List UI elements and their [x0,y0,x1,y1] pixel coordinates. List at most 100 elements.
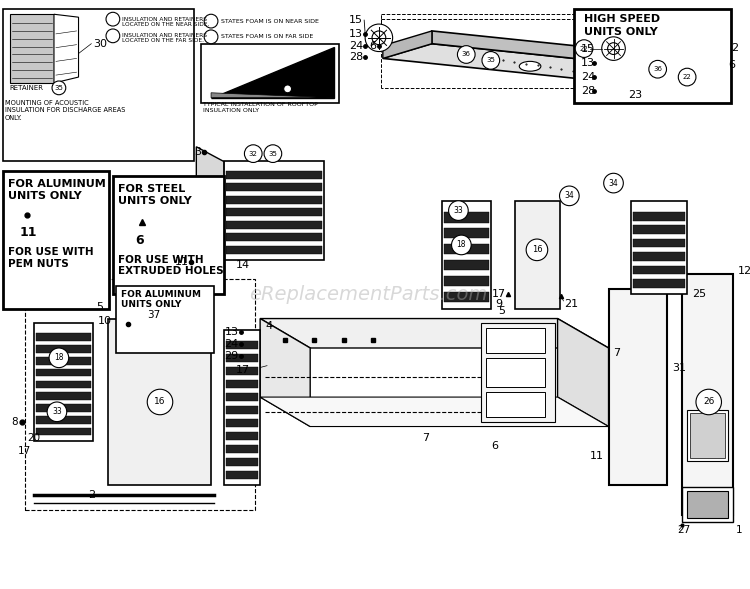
Circle shape [204,30,218,44]
Text: UNITS ONLY: UNITS ONLY [121,300,181,309]
Polygon shape [260,397,608,426]
Bar [25,279,255,510]
Bar [486,328,544,353]
Text: 15: 15 [581,44,595,54]
Text: 30: 30 [93,39,107,49]
Circle shape [147,389,172,415]
Text: 17: 17 [236,365,250,375]
Polygon shape [515,201,560,309]
Bar [226,209,322,216]
Text: 7: 7 [614,348,621,358]
Circle shape [560,186,579,206]
Text: 6: 6 [728,60,735,70]
Polygon shape [260,319,608,348]
Text: 12: 12 [738,266,750,276]
Bar [633,279,686,287]
Bar [226,380,258,388]
Bar [444,292,489,302]
Text: 30: 30 [302,68,316,78]
Bar [486,358,544,387]
Text: UNITS ONLY: UNITS ONLY [584,27,658,37]
Text: 14: 14 [236,260,250,270]
Bar [36,357,92,365]
Bar [226,471,258,479]
Text: FOR ALUMINUM: FOR ALUMINUM [8,179,106,189]
Text: 9: 9 [496,299,502,309]
Text: 1: 1 [736,525,742,535]
Polygon shape [442,201,491,309]
Bar [682,487,734,522]
Circle shape [106,12,120,26]
Text: 6: 6 [136,233,144,247]
Polygon shape [224,330,260,485]
Bar [36,369,92,376]
Bar [444,228,489,239]
Text: STATES FOAM IS ON FAR SIDE: STATES FOAM IS ON FAR SIDE [220,34,313,39]
Bar [116,286,214,353]
Circle shape [608,43,619,55]
Circle shape [604,173,623,193]
Polygon shape [632,201,687,294]
Text: 5: 5 [499,306,506,316]
Bar [3,171,109,309]
Text: LOCATED ON THE NEAR SIDE.: LOCATED ON THE NEAR SIDE. [122,22,209,27]
Text: 33: 33 [454,206,464,215]
Bar [226,221,322,229]
Bar [36,404,92,412]
Bar [687,410,728,461]
Circle shape [49,348,69,368]
Text: 18: 18 [54,353,64,362]
Ellipse shape [598,70,619,80]
Text: 10: 10 [98,316,112,326]
Circle shape [47,402,67,422]
Bar [226,406,258,415]
Text: 2: 2 [731,42,739,52]
Ellipse shape [519,61,541,71]
Text: 31: 31 [673,363,686,373]
Bar [226,183,322,191]
Polygon shape [432,31,716,73]
Text: 18: 18 [457,240,466,249]
Polygon shape [260,319,310,426]
Text: 24: 24 [581,72,596,82]
Bar [444,260,489,270]
Text: 34: 34 [565,191,574,200]
Text: 21: 21 [565,299,578,309]
Text: 22: 22 [580,45,589,52]
Text: 13: 13 [581,58,595,68]
Text: 26: 26 [703,398,715,406]
Text: 24: 24 [349,41,363,51]
Text: STATES FOAM IS ON NEAR SIDE: STATES FOAM IS ON NEAR SIDE [220,19,319,24]
Bar [226,393,258,401]
Bar [633,266,686,274]
Bar [226,341,258,349]
Text: 29: 29 [224,351,238,361]
Bar [574,9,731,102]
Text: 25: 25 [692,289,706,299]
Text: ONLY.: ONLY. [5,115,22,121]
Circle shape [575,40,593,58]
Text: 17: 17 [18,446,31,456]
Text: FOR USE WITH: FOR USE WITH [118,254,203,264]
Bar [3,9,194,161]
Text: 6: 6 [369,41,376,51]
Text: 11: 11 [20,226,38,239]
Text: UNITS ONLY: UNITS ONLY [8,191,82,201]
Circle shape [284,85,292,93]
Text: FOR STEEL: FOR STEEL [118,184,185,194]
Circle shape [678,68,696,86]
Bar [633,225,686,234]
Circle shape [696,389,721,415]
Polygon shape [196,147,223,260]
Bar [36,428,92,435]
Bar [226,445,258,454]
Text: HIGH SPEED: HIGH SPEED [584,14,660,24]
Circle shape [649,61,667,78]
Circle shape [52,81,66,95]
Polygon shape [108,319,211,485]
Text: 8: 8 [11,416,18,426]
Text: FOR ALUMINUM: FOR ALUMINUM [121,290,201,299]
Circle shape [602,37,625,61]
Bar [36,333,92,341]
Text: FOR USE WITH: FOR USE WITH [8,247,94,257]
